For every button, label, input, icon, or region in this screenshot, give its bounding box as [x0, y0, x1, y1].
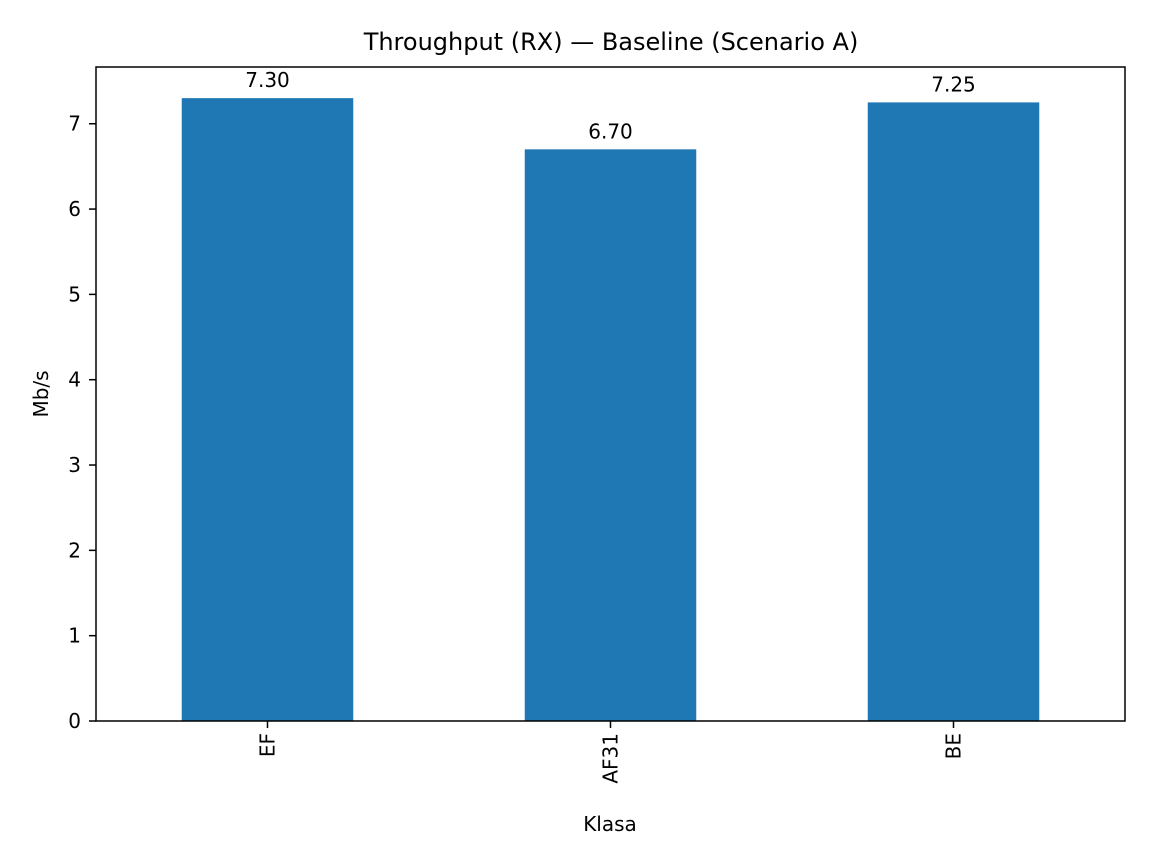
bar-value-label-be: 7.25: [931, 72, 976, 96]
bar-af31: [524, 149, 697, 721]
y-tick-label-7: 7: [68, 112, 81, 136]
x-axis: EF AF31 BE: [256, 721, 966, 784]
bar-ef: [181, 98, 354, 721]
y-tick-label-3: 3: [68, 453, 81, 477]
y-tick-label-5: 5: [68, 282, 81, 306]
y-tick-label-6: 6: [68, 197, 81, 221]
bar-value-label-af31: 6.70: [588, 119, 633, 143]
y-tick-label-1: 1: [68, 624, 81, 648]
bar-value-labels: 7.30 6.70 7.25: [245, 68, 976, 143]
plot-area-frame: [95, 66, 1126, 722]
bar-be: [867, 102, 1040, 722]
y-axis: 0 1 2 3 4 5 6 7: [68, 112, 96, 733]
y-tick-label-2: 2: [68, 538, 81, 562]
x-axis-label: Klasa: [583, 812, 637, 836]
x-tick-label-be: BE: [942, 733, 966, 759]
y-tick-label-0: 0: [68, 709, 81, 733]
bars-group: [181, 98, 1040, 722]
y-axis-label: Mb/s: [29, 370, 53, 417]
chart-title: Throughput (RX) — Baseline (Scenario A): [363, 28, 859, 56]
y-tick-label-4: 4: [68, 368, 81, 392]
bar-value-label-ef: 7.30: [245, 68, 290, 92]
x-tick-label-af31: AF31: [599, 733, 623, 784]
x-tick-label-ef: EF: [256, 733, 280, 757]
